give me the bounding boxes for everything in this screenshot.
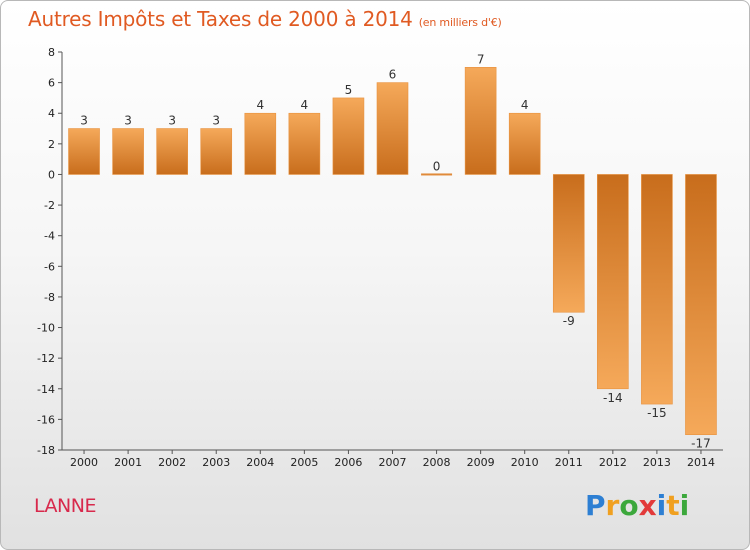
x-tick-label: 2001 — [114, 456, 142, 469]
y-tick-label: -8 — [44, 291, 55, 304]
logo-letter: o — [619, 489, 639, 522]
bar — [552, 174, 585, 313]
logo-letter: r — [605, 489, 620, 522]
bar — [685, 174, 717, 435]
y-tick-label: -16 — [37, 413, 55, 426]
data-label: 3 — [80, 114, 88, 128]
y-tick-label: -6 — [44, 260, 55, 273]
x-tick-label: 2012 — [599, 456, 627, 469]
proxiti-logo: Proxiti — [585, 489, 689, 522]
data-label: 4 — [256, 98, 264, 112]
x-tick-label: 2007 — [379, 456, 407, 469]
chart-axes: 8 6 4 2 0 -2 -4 -6 -8 -10 -12 -14 -16 -18 2000 2001 2002… — [37, 46, 723, 469]
x-tick-label: 2002 — [158, 456, 186, 469]
x-tick-label: 2011 — [555, 456, 583, 469]
bar — [200, 128, 233, 175]
chart-title-text: Autres Impôts et Taxes de 2000 à 2014 — [28, 7, 413, 31]
bar — [508, 112, 541, 175]
bar — [421, 173, 453, 176]
bar — [112, 128, 144, 175]
data-label: -14 — [603, 391, 623, 405]
x-tick-label: 2008 — [423, 456, 451, 469]
y-tick-label: -18 — [37, 444, 55, 457]
chart-title: Autres Impôts et Taxes de 2000 à 2014 (en… — [28, 7, 502, 31]
data-label: 3 — [124, 114, 132, 128]
x-tick-label: 2006 — [334, 456, 362, 469]
x-tick-label: 2004 — [246, 456, 274, 469]
y-tick-label: 8 — [48, 46, 55, 59]
bar — [464, 67, 497, 175]
logo-letter: P — [585, 489, 606, 522]
y-tick-label: -4 — [44, 230, 55, 243]
bar — [156, 128, 188, 175]
chart-title-unit: (en milliers d'€) — [418, 16, 502, 29]
chart-data-labels: 3 3 3 3 4 4 5 6 0 7 4 -9 -14 -15 -17 — [80, 52, 711, 450]
bar — [376, 82, 409, 175]
data-label: 5 — [345, 83, 353, 97]
logo-letter: x — [638, 489, 657, 522]
data-label: 7 — [477, 52, 485, 66]
data-label: 0 — [433, 159, 441, 173]
x-tick-label: 2014 — [687, 456, 715, 469]
x-tick-label: 2000 — [70, 456, 98, 469]
y-tick-label: -14 — [37, 383, 55, 396]
data-label: 4 — [301, 98, 309, 112]
x-tick-label: 2003 — [202, 456, 230, 469]
logo-letter: i — [679, 489, 690, 522]
data-label: 3 — [212, 114, 220, 128]
bar — [641, 174, 673, 405]
logo-letter: t — [666, 489, 680, 522]
y-tick-label: 0 — [48, 168, 55, 181]
data-label: 3 — [168, 114, 176, 128]
y-tick-label: 2 — [48, 138, 55, 151]
y-tick-label: -12 — [37, 352, 55, 365]
chart-bars — [68, 67, 717, 435]
bar — [332, 97, 365, 175]
y-tick-label: 6 — [48, 77, 55, 90]
y-tick-label: -2 — [44, 199, 55, 212]
commune-name: LANNE — [34, 495, 96, 517]
y-tick-label: -10 — [37, 322, 55, 335]
logo-letter: i — [656, 489, 667, 522]
x-tick-label: 2013 — [643, 456, 671, 469]
data-label: -15 — [647, 406, 667, 420]
data-label: 6 — [389, 68, 397, 82]
data-label: -9 — [563, 314, 575, 328]
bar — [244, 112, 277, 175]
data-label: -17 — [691, 437, 711, 451]
data-label: 4 — [521, 98, 529, 112]
x-tick-label: 2009 — [467, 456, 495, 469]
bar — [288, 112, 321, 175]
x-tick-label: 2010 — [511, 456, 539, 469]
x-tick-label: 2005 — [290, 456, 318, 469]
bar — [597, 174, 629, 390]
y-tick-label: 4 — [48, 107, 55, 120]
bar — [68, 128, 100, 175]
